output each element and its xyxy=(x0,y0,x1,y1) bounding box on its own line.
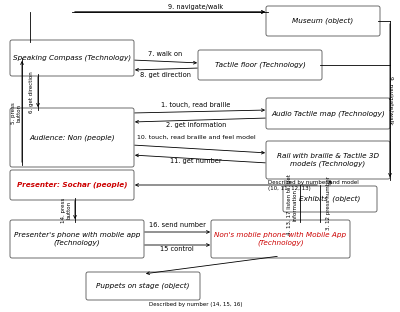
Text: 10. touch, read braille and feel model: 10. touch, read braille and feel model xyxy=(137,135,255,140)
FancyBboxPatch shape xyxy=(283,186,377,212)
Text: 1. touch, read braille: 1. touch, read braille xyxy=(161,102,231,108)
FancyBboxPatch shape xyxy=(211,220,350,258)
FancyBboxPatch shape xyxy=(266,6,380,36)
Text: 5. press
button: 5. press button xyxy=(10,102,22,124)
Text: Audio Tactile map (Technology): Audio Tactile map (Technology) xyxy=(271,110,385,117)
Text: 15 control: 15 control xyxy=(160,246,194,252)
FancyBboxPatch shape xyxy=(10,108,134,167)
FancyBboxPatch shape xyxy=(86,272,200,300)
Text: 14. press
button: 14. press button xyxy=(61,197,72,223)
Text: 11. get number: 11. get number xyxy=(170,158,222,164)
Text: Puppets on stage (object): Puppets on stage (object) xyxy=(96,283,190,289)
FancyBboxPatch shape xyxy=(198,50,322,80)
Text: 7. walk on: 7. walk on xyxy=(148,51,182,57)
Text: Non's mobile phone with Mobile App
(Technology): Non's mobile phone with Mobile App (Tech… xyxy=(214,232,346,246)
FancyBboxPatch shape xyxy=(10,220,144,258)
Text: Tactile floor (Technology): Tactile floor (Technology) xyxy=(214,62,306,68)
Text: 3. 12 press number: 3. 12 press number xyxy=(326,176,331,230)
Text: Presenter: Sochar (people): Presenter: Sochar (people) xyxy=(17,182,127,188)
Text: 9. navigate/walk: 9. navigate/walk xyxy=(168,4,224,10)
Text: 4. 13, 17 listen to, get
information: 4. 13, 17 listen to, get information xyxy=(286,174,297,236)
Text: 6. get direction: 6. get direction xyxy=(30,71,34,113)
Text: Museum (object): Museum (object) xyxy=(292,18,354,24)
Text: Described by number (14, 15, 16): Described by number (14, 15, 16) xyxy=(149,302,243,307)
Text: 16. send number: 16. send number xyxy=(148,222,206,228)
Text: 2. get information: 2. get information xyxy=(166,122,226,128)
Text: Speaking Compass (Technology): Speaking Compass (Technology) xyxy=(13,55,131,61)
FancyBboxPatch shape xyxy=(10,40,134,76)
FancyBboxPatch shape xyxy=(10,170,134,200)
Text: 8. get direction: 8. get direction xyxy=(140,72,190,78)
Text: Described by number and model
(10, 11, 12, 13): Described by number and model (10, 11, 1… xyxy=(268,180,359,191)
Text: Presenter's phone with mobile app
(Technology): Presenter's phone with mobile app (Techn… xyxy=(14,232,140,246)
FancyBboxPatch shape xyxy=(266,98,390,129)
Text: Audience: Non (people): Audience: Non (people) xyxy=(29,134,115,141)
Text: Exhibits  (object): Exhibits (object) xyxy=(299,196,361,202)
Text: 9. navigate/walk: 9. navigate/walk xyxy=(388,76,393,124)
FancyBboxPatch shape xyxy=(266,141,390,179)
Text: Rail with braille & Tactile 3D
models (Technology): Rail with braille & Tactile 3D models (T… xyxy=(277,153,379,167)
